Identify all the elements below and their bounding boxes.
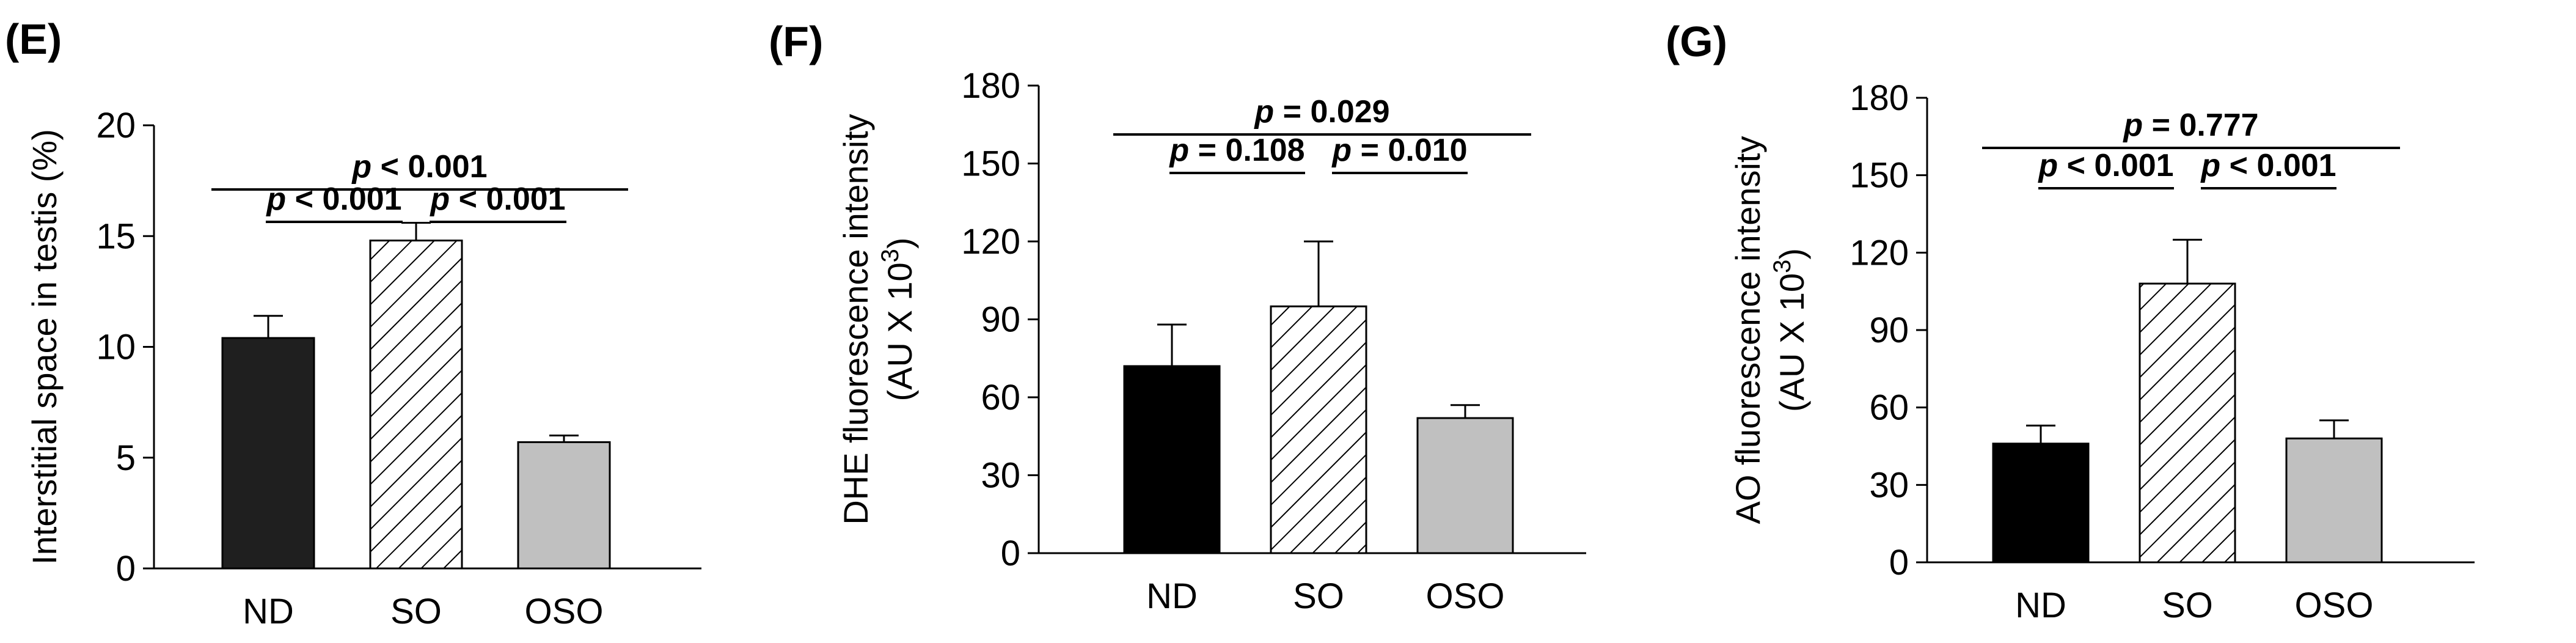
bar-oso (1416, 417, 1514, 554)
y-axis-units-text: (AU X 10 (1773, 273, 1811, 412)
bar-nd (221, 337, 315, 570)
p-value: < 0.001 (2058, 148, 2173, 183)
p-symbol: p (2122, 108, 2143, 143)
p-value-label: p < 0.001 (2200, 148, 2336, 183)
y-axis-units-close: ) (880, 237, 919, 249)
y-tick-label: 120 (1850, 233, 1909, 273)
y-axis-units-text: (AU X 10 (880, 262, 919, 401)
p-symbol: p (1253, 94, 1274, 130)
x-tick-label: SO (2162, 586, 2213, 625)
x-tick-label: ND (243, 592, 294, 631)
y-axis-title: DHE fluorescence intensity (836, 114, 875, 524)
p-value: < 0.001 (286, 182, 401, 217)
bar-so (2139, 282, 2236, 564)
y-axis-units-superscript: 3 (1769, 260, 1796, 273)
p-value-label: p = 0.010 (1331, 133, 1467, 168)
y-tick-label: 120 (961, 222, 1020, 262)
y-tick-label: 15 (96, 216, 136, 256)
bar-oso (517, 441, 611, 570)
p-value: < 0.001 (2220, 148, 2336, 183)
y-tick-label: 60 (1869, 388, 1909, 428)
y-tick-label: 20 (96, 106, 136, 145)
p-value: < 0.001 (371, 149, 487, 185)
p-symbol: p (351, 149, 371, 185)
y-tick-label: 180 (961, 66, 1020, 106)
y-tick-label: 10 (96, 328, 136, 367)
p-value-label: p < 0.001 (265, 182, 401, 217)
y-tick-label: 90 (1869, 310, 1909, 350)
y-axis-title-units: (AU X 103) (877, 237, 919, 401)
p-value-label: p = 0.029 (1253, 94, 1389, 130)
p-value: < 0.001 (450, 182, 565, 217)
x-tick-label: ND (2015, 586, 2066, 625)
p-symbol: p (429, 182, 450, 217)
y-tick-label: 90 (981, 300, 1020, 340)
bar-so (1270, 305, 1367, 554)
x-tick-label: SO (390, 592, 442, 631)
panel-label: (E) (5, 15, 62, 63)
bar-nd (1123, 365, 1221, 554)
chart-panel-0: (E) 0 5 10 15 20 Interstitial space in testis … (5, 15, 701, 631)
y-axis-units-close: ) (1773, 248, 1811, 260)
y-axis-title: Interstitial space in testis (%) (25, 129, 64, 565)
y-tick-label: 5 (116, 438, 136, 478)
p-value: = 0.029 (1274, 94, 1389, 130)
x-tick-label: ND (1146, 576, 1198, 616)
y-tick-label: 0 (116, 549, 136, 589)
y-tick-label: 150 (961, 144, 1020, 184)
x-tick-label: OSO (1426, 576, 1505, 616)
y-axis-title-units: (AU X 103) (1769, 248, 1811, 412)
y-axis-units-superscript: 3 (877, 249, 904, 262)
y-tick-label: 0 (1001, 534, 1020, 573)
p-symbol: p (1168, 133, 1189, 168)
chart-panel-2: (G) 0 30 60 90 120 150 180 AO fluorescence inten… (1666, 18, 2475, 625)
p-value-label: p < 0.001 (429, 182, 565, 217)
p-symbol: p (265, 182, 286, 217)
p-value-label: p < 0.001 (351, 149, 487, 185)
panel-label: (F) (769, 18, 823, 65)
bar-oso (2285, 437, 2383, 564)
bar-nd (1992, 443, 2090, 564)
p-symbol: p (2200, 148, 2220, 183)
p-value: = 0.777 (2143, 108, 2258, 143)
p-value-label: p = 0.777 (2122, 108, 2258, 143)
x-tick-label: OSO (525, 592, 604, 631)
x-tick-label: SO (1293, 576, 1344, 616)
p-value-label: p < 0.001 (2037, 148, 2173, 183)
y-axis-title: AO fluorescence intensity (1729, 136, 1767, 524)
p-value: = 0.010 (1352, 133, 1467, 168)
p-value: = 0.108 (1189, 133, 1304, 168)
y-tick-label: 0 (1889, 543, 1909, 582)
y-tick-label: 30 (981, 456, 1020, 496)
panel-label: (G) (1666, 18, 1727, 65)
x-tick-label: OSO (2295, 586, 2374, 625)
p-value-label: p = 0.108 (1168, 133, 1304, 168)
chart-panel-1: (F) 0 30 60 90 120 150 180 DHE fluorescence inte… (769, 18, 1586, 616)
y-tick-label: 150 (1850, 156, 1909, 196)
y-tick-label: 60 (981, 378, 1020, 417)
p-symbol: p (1331, 133, 1352, 168)
bar-so (369, 240, 463, 570)
p-symbol: p (2037, 148, 2058, 183)
y-tick-label: 180 (1850, 78, 1909, 118)
y-tick-label: 30 (1869, 465, 1909, 505)
